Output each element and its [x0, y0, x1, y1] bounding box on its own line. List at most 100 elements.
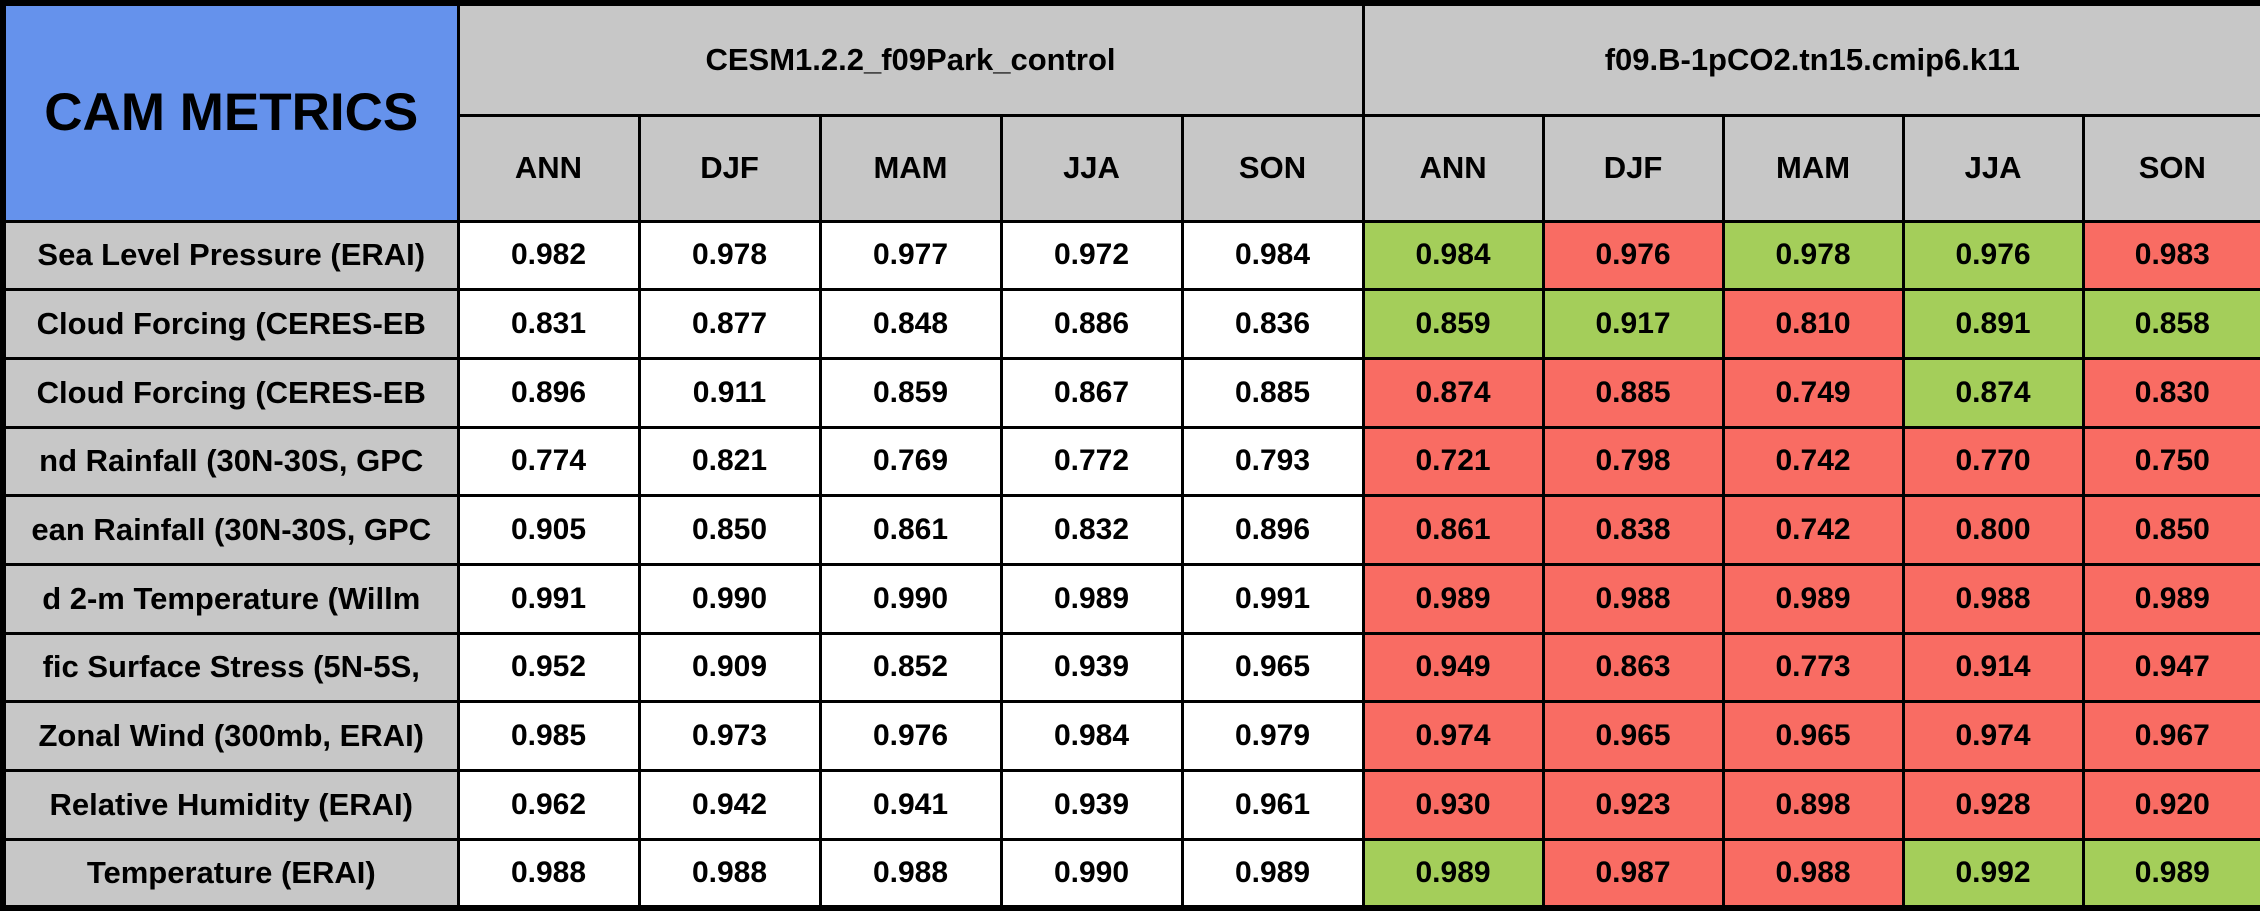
control-value-cell: 0.896 [1180, 494, 1365, 566]
experiment-value-cell: 0.988 [1541, 562, 1725, 635]
control-value-cell: 0.896 [456, 356, 641, 429]
control-value-cell: 0.774 [456, 425, 641, 498]
experiment-value-cell: 0.976 [1541, 219, 1725, 292]
table-row: ean Rainfall (30N-30S, GPC 0.905 0.850 0.86… [1, 494, 2260, 566]
experiment-value-cell: 0.749 [1721, 356, 1905, 429]
control-value-cell: 0.909 [637, 631, 822, 704]
experiment-value-cell: 0.742 [1721, 425, 1905, 498]
control-value-cell: 0.836 [1180, 288, 1365, 360]
experiment-value-cell: 0.988 [1721, 837, 1905, 910]
metric-row-label: Zonal Wind (300mb, ERAI) [1, 700, 460, 772]
control-value-cell: 0.942 [637, 769, 822, 841]
table-row: d 2-m Temperature (Willm 0.991 0.990 0.990 0… [1, 562, 2260, 635]
metric-row-label: Cloud Forcing (CERES-EB [1, 288, 460, 360]
control-value-cell: 0.859 [818, 356, 1003, 429]
control-value-cell: 0.885 [1180, 356, 1365, 429]
control-value-cell: 0.793 [1180, 425, 1365, 498]
table-row: fic Surface Stress (5N-5S, 0.952 0.909 0.85… [1, 631, 2260, 704]
metric-row-label: fic Surface Stress (5N-5S, [1, 631, 460, 704]
season-header-mam2: MAM [1721, 113, 1905, 223]
control-value-cell: 0.831 [456, 288, 641, 360]
experiment-value-cell: 0.930 [1361, 769, 1545, 841]
table-row: Cloud Forcing (CERES-EB 0.831 0.877 0.848 0.… [1, 288, 2260, 360]
experiment-value-cell: 0.798 [1541, 425, 1725, 498]
control-value-cell: 0.867 [999, 356, 1184, 429]
season-header-son: SON [1180, 113, 1365, 223]
experiment-value-cell: 0.978 [1721, 219, 1905, 292]
control-value-cell: 0.988 [456, 837, 641, 910]
experiment-value-cell: 0.810 [1721, 288, 1905, 360]
experiment-value-cell: 0.989 [1721, 562, 1905, 635]
control-value-cell: 0.821 [637, 425, 822, 498]
experiment-value-cell: 0.830 [2081, 356, 2260, 429]
experiment-value-cell: 0.721 [1361, 425, 1545, 498]
season-header-jja2: JJA [1901, 113, 2085, 223]
control-value-cell: 0.976 [818, 700, 1003, 772]
experiment-value-cell: 0.770 [1901, 425, 2085, 498]
season-header-jja: JJA [999, 113, 1184, 223]
experiment-value-cell: 0.992 [1901, 837, 2085, 910]
season-header-row: ANN DJF MAM JJA SON ANN DJF MAM JJA SON [3, 113, 2260, 223]
experiment-value-cell: 0.949 [1361, 631, 1545, 704]
experiment-value-cell: 0.773 [1721, 631, 1905, 704]
model-header-experiment: f09.B-1pCO2.tn15.cmip6.k11 [1361, 1, 2260, 117]
control-value-cell: 0.984 [999, 700, 1184, 772]
control-value-cell: 0.972 [999, 219, 1184, 292]
experiment-value-cell: 0.800 [1901, 494, 2085, 566]
table-row: nd Rainfall (30N-30S, GPC 0.774 0.821 0.769… [1, 425, 2260, 498]
experiment-value-cell: 0.838 [1541, 494, 1725, 566]
control-value-cell: 0.991 [456, 562, 641, 635]
table-row: Temperature (ERAI) 0.988 0.988 0.988 0.990 0.… [1, 837, 2260, 910]
experiment-value-cell: 0.988 [1901, 562, 2085, 635]
table-row: Zonal Wind (300mb, ERAI) 0.985 0.973 0.976 0… [1, 700, 2260, 772]
experiment-value-cell: 0.898 [1721, 769, 1905, 841]
control-value-cell: 0.978 [637, 219, 822, 292]
control-value-cell: 0.939 [999, 631, 1184, 704]
control-value-cell: 0.991 [1180, 562, 1365, 635]
season-header-son2: SON [2081, 113, 2260, 223]
control-value-cell: 0.939 [999, 769, 1184, 841]
season-header-djf2: DJF [1541, 113, 1725, 223]
metric-row-label: d 2-m Temperature (Willm [1, 562, 460, 635]
experiment-value-cell: 0.965 [1721, 700, 1905, 772]
experiment-value-cell: 0.987 [1541, 837, 1725, 910]
metric-row-label: Cloud Forcing (CERES-EB [1, 356, 460, 429]
experiment-value-cell: 0.965 [1541, 700, 1725, 772]
model-header-row: CAM METRICS CESM1.2.2_f09Park_control f0… [1, 1, 2260, 223]
control-value-cell: 0.988 [818, 837, 1003, 910]
control-value-cell: 0.877 [637, 288, 822, 360]
experiment-value-cell: 0.989 [1361, 562, 1545, 635]
experiment-value-cell: 0.917 [1541, 288, 1725, 360]
control-value-cell: 0.990 [818, 562, 1003, 635]
table-row: Cloud Forcing (CERES-EB 0.896 0.911 0.859 0.… [1, 356, 2260, 429]
control-value-cell: 0.962 [456, 769, 641, 841]
metric-row-label: nd Rainfall (30N-30S, GPC [1, 425, 460, 498]
experiment-value-cell: 0.947 [2081, 631, 2260, 704]
season-header-ann2: ANN [1361, 113, 1545, 223]
metric-row-label: Temperature (ERAI) [1, 837, 460, 910]
experiment-value-cell: 0.989 [1361, 837, 1545, 910]
control-value-cell: 0.973 [637, 700, 822, 772]
control-value-cell: 0.911 [637, 356, 822, 429]
control-value-cell: 0.965 [1180, 631, 1365, 704]
table-row: Sea Level Pressure (ERAI) 0.982 0.978 0.977… [1, 219, 2260, 292]
control-value-cell: 0.941 [818, 769, 1003, 841]
experiment-value-cell: 0.850 [2081, 494, 2260, 566]
metric-row-label: Sea Level Pressure (ERAI) [1, 219, 460, 292]
metric-row-label: Relative Humidity (ERAI) [1, 769, 460, 841]
experiment-value-cell: 0.974 [1361, 700, 1545, 772]
experiment-value-cell: 0.874 [1901, 356, 2085, 429]
experiment-value-cell: 0.858 [2081, 288, 2260, 360]
control-value-cell: 0.772 [999, 425, 1184, 498]
control-value-cell: 0.832 [999, 494, 1184, 566]
experiment-value-cell: 0.914 [1901, 631, 2085, 704]
control-value-cell: 0.990 [999, 837, 1184, 910]
model-header-control: CESM1.2.2_f09Park_control [456, 1, 1365, 117]
control-value-cell: 0.979 [1180, 700, 1365, 772]
season-header-djf: DJF [637, 113, 822, 223]
control-value-cell: 0.989 [1180, 837, 1365, 910]
season-header-ann: ANN [456, 113, 641, 223]
experiment-value-cell: 0.885 [1541, 356, 1725, 429]
table-title: CAM METRICS [1, 1, 460, 223]
control-value-cell: 0.961 [1180, 769, 1365, 841]
